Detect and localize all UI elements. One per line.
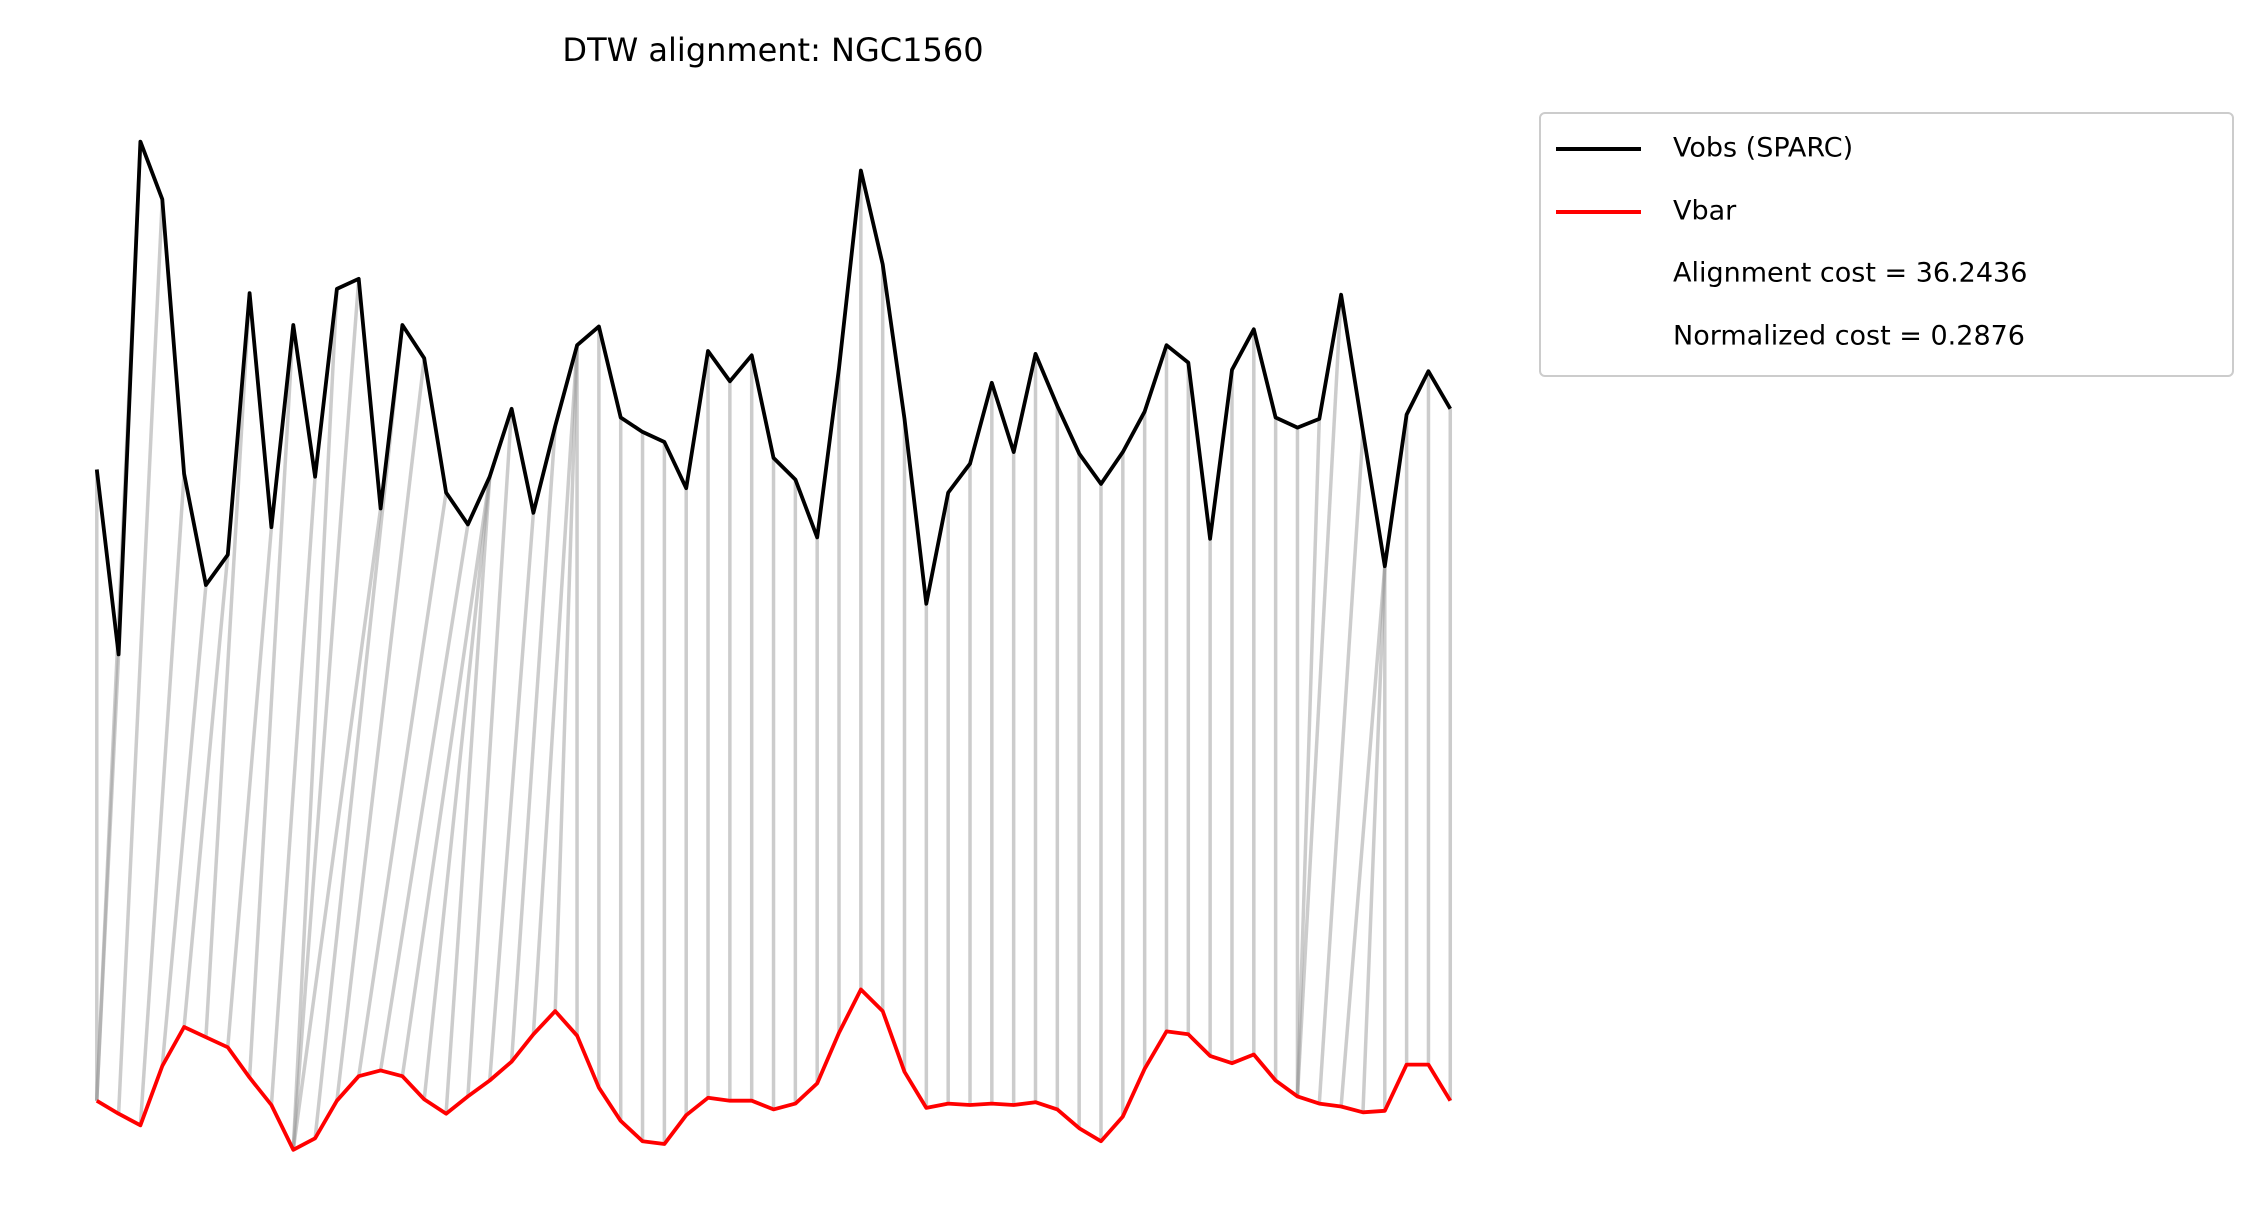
alignment-line — [444, 476, 492, 1114]
alignment-line — [160, 584, 208, 1067]
legend-note: Normalized cost = 0.2876 — [1673, 321, 2025, 352]
alignment-line — [422, 476, 492, 1100]
alignment-line — [247, 324, 296, 1078]
alignment-line — [1295, 294, 1343, 1097]
alignment-line — [182, 554, 230, 1028]
alignment-line — [400, 476, 492, 1077]
alignment-line — [487, 512, 536, 1081]
series-line — [95, 987, 1452, 1152]
alignment-line — [138, 473, 186, 1126]
alignment-line — [291, 288, 339, 1150]
alignment-line — [204, 293, 252, 1038]
alignment-line — [335, 358, 426, 1101]
alignment-line — [531, 345, 579, 1035]
alignment-line — [269, 476, 317, 1106]
alignment-line — [116, 199, 165, 1114]
alignment-line — [1317, 431, 1365, 1104]
legend-note: Alignment cost = 36.2436 — [1673, 258, 2027, 289]
legend-box — [1539, 112, 2234, 377]
legend-label: Vobs (SPARC) — [1673, 133, 1853, 164]
alignment-line — [509, 426, 557, 1062]
alignment-line — [1339, 566, 1387, 1107]
alignment-line — [553, 345, 579, 1012]
alignment-line — [291, 508, 383, 1151]
chart-title: DTW alignment: NGC1560 — [562, 31, 983, 69]
alignment-line — [226, 527, 274, 1048]
alignment-line — [466, 408, 514, 1097]
alignment-line — [291, 278, 361, 1150]
legend-label: Vbar — [1673, 196, 1737, 227]
series-line — [94, 139, 1452, 657]
alignment-line — [378, 524, 470, 1071]
alignment-line — [1361, 566, 1387, 1113]
alignment-line — [1295, 418, 1322, 1097]
alignment-line — [357, 492, 448, 1077]
